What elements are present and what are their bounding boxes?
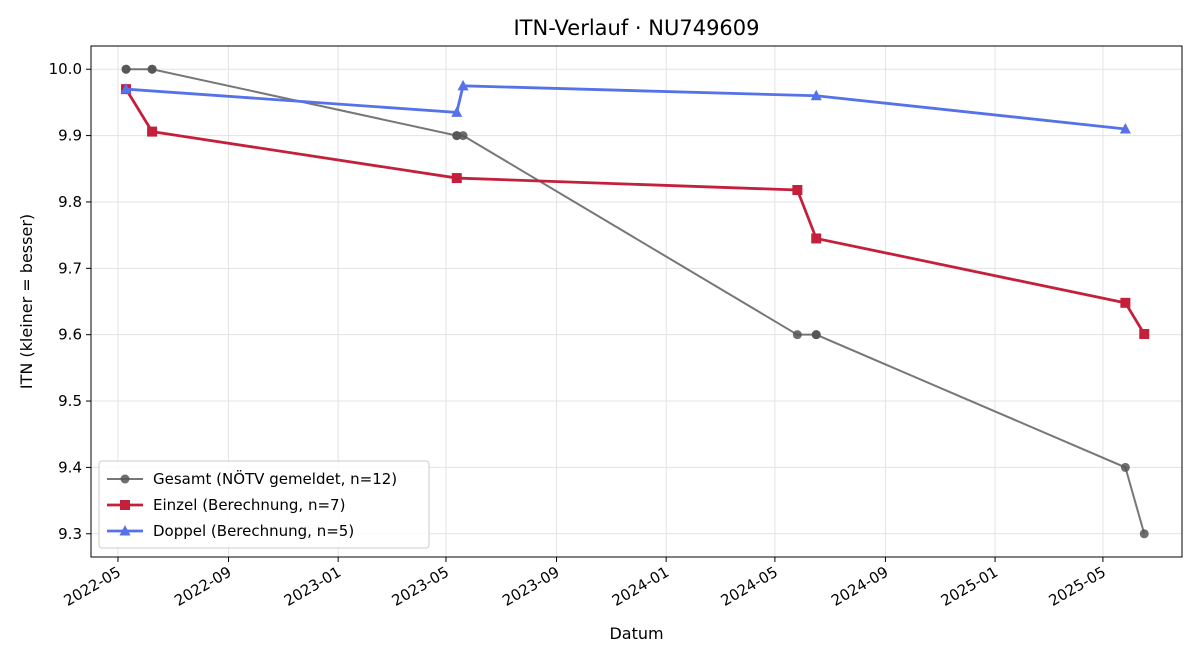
y-tick-label: 9.6 [58,326,82,344]
data-point [147,126,158,137]
x-tick-label: 2023-09 [499,563,562,610]
data-point [458,131,468,141]
x-axis-label: Datum [609,624,663,643]
data-point [120,83,132,94]
x-tick-label: 2022-05 [61,563,124,610]
x-tick-label: 2024-01 [609,563,672,610]
x-tick-label: 2024-09 [828,563,891,610]
data-point [457,79,469,91]
data-point [1119,122,1131,134]
data-point [147,64,157,74]
y-tick-label: 9.4 [58,458,82,476]
series-3 [120,79,1131,134]
legend-label: Doppel (Berechnung, n=5) [153,522,354,540]
series-line [124,88,1146,335]
series-line [126,68,1146,535]
data-point [811,233,822,244]
x-tick-label: 2024-05 [718,563,781,610]
legend-frame [98,460,430,549]
y-tick-label: 9.5 [58,392,82,410]
y-tick-label: 9.3 [58,525,82,543]
legend: Gesamt (NÖTV gemeldet, n=12) Einzel (Bere… [98,460,430,549]
legend-marker [120,500,130,510]
y-axis-label: ITN (kleiner = besser) [17,214,36,389]
y-tick-label: 9.9 [58,127,82,145]
legend-label: Gesamt (NÖTV gemeldet, n=12) [153,469,397,488]
x-tick-label: 2025-05 [1046,563,1109,610]
grid [91,46,1182,557]
y-tick-label: 10.0 [49,60,82,78]
series-layer [120,64,1150,539]
legend-marker [119,525,131,536]
y-tick-label: 9.8 [58,193,82,211]
data-point [1120,462,1130,472]
data-point [451,173,462,184]
series-1 [121,64,1149,539]
x-tick-label: 2022-09 [171,563,234,610]
data-point [792,330,802,340]
data-point [451,106,463,117]
data-point [1120,297,1131,308]
data-point [1139,529,1149,539]
legend-item: Doppel (Berechnung, n=5) [107,522,354,540]
legend-item: Einzel (Berechnung, n=7) [107,496,345,514]
series-line [125,84,1126,131]
legend-marker [120,474,130,484]
legend-label: Einzel (Berechnung, n=7) [153,496,345,514]
x-tick-label: 2023-05 [389,563,452,610]
data-point [1139,329,1150,340]
plot-frame [90,45,1183,558]
data-point [452,131,462,141]
data-point [792,185,803,196]
x-tick-label: 2023-01 [281,563,344,610]
data-point [810,89,822,101]
data-point [121,64,131,74]
y-tick-label: 9.7 [58,259,82,277]
legend-item: Gesamt (NÖTV gemeldet, n=12) [107,469,397,488]
data-point [811,330,821,340]
chart-title: ITN-Verlauf · NU749609 [513,16,759,40]
x-tick-label: 2025-01 [938,563,1001,610]
